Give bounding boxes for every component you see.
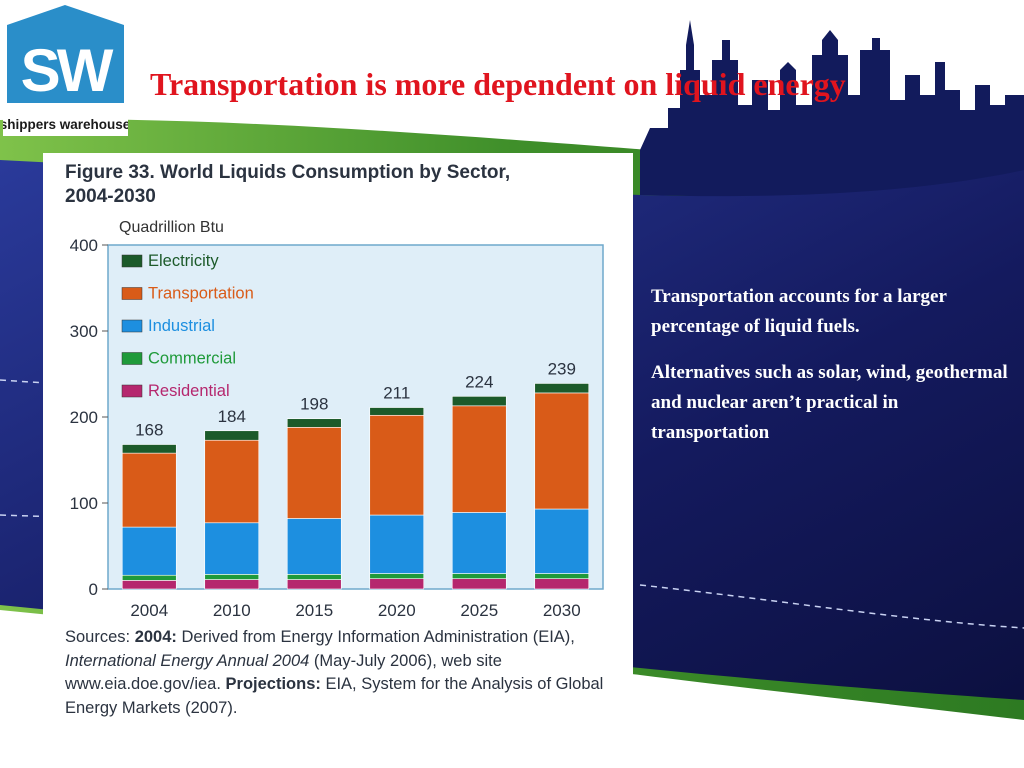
bar-total-label: 198 [300, 395, 328, 414]
x-tick-label: 2015 [295, 601, 333, 620]
bar-segment-transportation [204, 439, 260, 524]
legend-label-industrial: Industrial [148, 317, 215, 335]
figure-title-line2: 2004-2030 [65, 186, 156, 207]
legend-swatch-residential [121, 384, 143, 398]
figure-title: Figure 33. World Liquids Consumption by … [65, 161, 510, 209]
bar-segment-industrial [451, 512, 507, 574]
sources-text1: Derived from Energy Information Administ… [176, 628, 575, 646]
bar-segment-residential [204, 579, 260, 590]
legend-label-residential: Residential [148, 382, 230, 400]
sources-italic: International Energy Annual 2004 [65, 651, 310, 670]
bar-segment-commercial [534, 573, 590, 579]
legend-label-electricity: Electricity [148, 252, 219, 270]
bar-segment-commercial [286, 574, 342, 580]
legend-swatch-industrial [121, 319, 143, 333]
bar-segment-electricity [286, 418, 342, 428]
sources-label-2004: 2004: [134, 628, 177, 646]
y-tick-label: 400 [70, 236, 98, 255]
bar-segment-transportation [451, 405, 507, 513]
bar-total-label: 239 [548, 359, 576, 378]
bar-segment-transportation [121, 452, 177, 528]
bar-segment-residential [369, 578, 425, 590]
bar-segment-commercial [451, 573, 507, 579]
y-tick-label: 200 [70, 408, 98, 427]
sources-prefix: Sources: [65, 628, 135, 646]
logo-wordmark: shippers warehouse [3, 117, 128, 132]
y-axis-unit: Quadrillion Btu [119, 219, 224, 236]
sources-text3: EIA, System for the Analysis of Global E… [65, 675, 604, 717]
legend-label-transportation: Transportation [148, 285, 254, 303]
bar-segment-electricity [121, 444, 177, 454]
x-tick-label: 2004 [130, 601, 168, 620]
legend-swatch-electricity [121, 254, 143, 268]
bar-segment-electricity [451, 396, 507, 407]
x-tick-label: 2030 [543, 601, 581, 620]
bar-segment-residential [286, 579, 342, 590]
bar-segment-industrial [369, 514, 425, 574]
bar-segment-industrial [204, 522, 260, 575]
chart-svg: 0 100 200 300 400 168 2004 184 2010 198 2015 211 202… [70, 236, 604, 620]
x-tick-label: 2020 [378, 601, 416, 620]
x-tick-label: 2010 [213, 601, 251, 620]
bar-segment-industrial [534, 508, 590, 574]
figure-sources: Sources: 2004: Derived from Energy Infor… [65, 626, 613, 720]
body-paragraph-1: Transportation accounts for a larger per… [651, 286, 947, 337]
logo-roof [7, 5, 124, 35]
bar-segment-transportation [286, 427, 342, 519]
bar-segment-electricity [369, 407, 425, 416]
bar-segment-commercial [204, 574, 260, 580]
sources-label-projections: Projections: [225, 675, 321, 693]
x-tick-label: 2025 [460, 601, 498, 620]
bar-segment-transportation [369, 414, 425, 516]
bar-segment-residential [451, 578, 507, 590]
shippers-warehouse-logo: SW shippers warehouse [3, 3, 128, 136]
bar-segment-residential [121, 580, 177, 590]
bar-segment-electricity [204, 430, 260, 441]
y-tick-label: 0 [89, 580, 98, 599]
figure-title-line1: Figure 33. World Liquids Consumption by … [65, 162, 511, 183]
figure-panel: 0 100 200 300 400 168 2004 184 2010 198 2015 211 202… [43, 153, 633, 730]
side-text: Transportation accounts for a larger per… [651, 282, 1021, 464]
bar-total-label: 224 [465, 372, 493, 391]
legend-swatch-commercial [121, 352, 143, 365]
y-tick-label: 300 [70, 322, 98, 341]
bar-total-label: 168 [135, 421, 163, 440]
legend-label-commercial: Commercial [148, 350, 236, 368]
y-tick-label: 100 [70, 494, 98, 513]
slide-title: Transportation is more dependent on liqu… [150, 66, 846, 102]
sources-text2: (May-July 2006), web site www.eia.doe.go… [65, 651, 502, 694]
bar-total-label: 184 [218, 407, 246, 426]
bar-segment-commercial [121, 574, 177, 581]
city-skyline [640, 20, 1024, 197]
bar-segment-electricity [534, 383, 590, 394]
bar-segment-transportation [534, 392, 590, 510]
logo-letters: SW [21, 37, 114, 104]
plot-area [107, 244, 604, 590]
bar-total-label: 211 [383, 384, 410, 403]
bar-segment-industrial [121, 526, 177, 576]
legend-swatch-transportation [121, 287, 143, 300]
body-paragraph-2: Alternatives such as solar, wind, geothe… [651, 362, 1008, 443]
bar-segment-industrial [286, 518, 342, 575]
bar-segment-commercial [369, 573, 425, 579]
bar-segment-residential [534, 578, 590, 590]
